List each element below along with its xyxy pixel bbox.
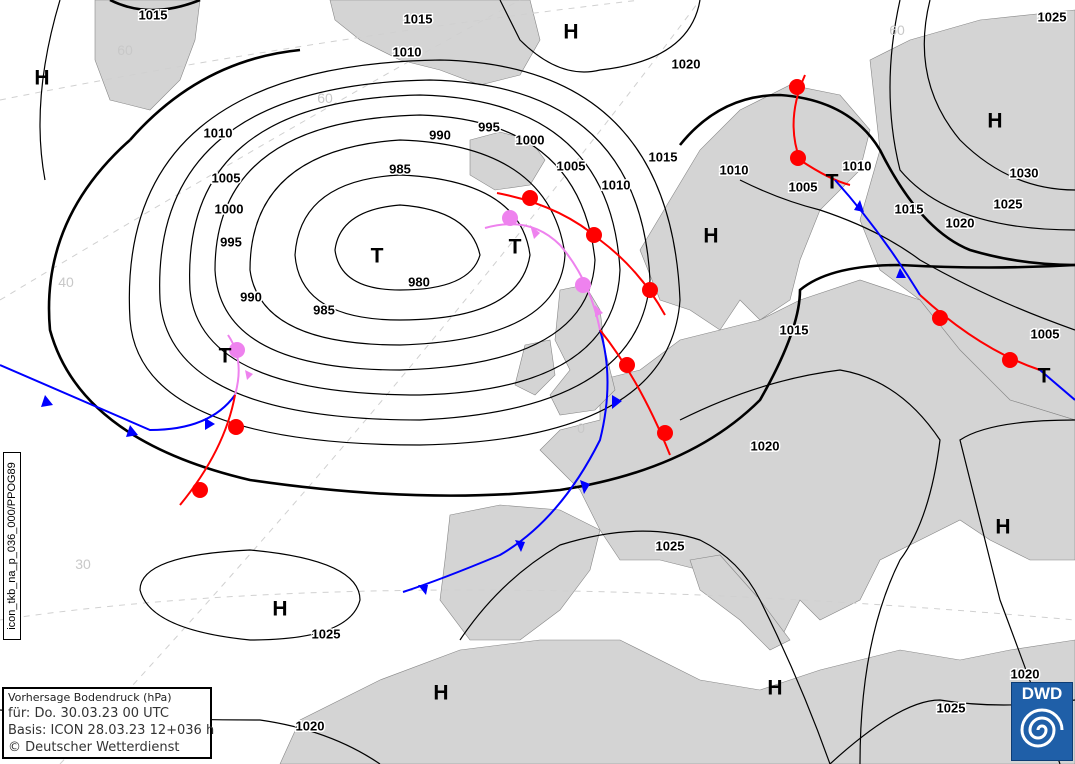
isobar-label: 1020 (296, 718, 325, 733)
isobar-label: 1020 (946, 215, 975, 230)
product-id: icon_tkb_na_p_036_000/PPOG89 (6, 462, 18, 630)
cold-front-far-east (1039, 369, 1075, 401)
isobar-label: 995 (220, 234, 242, 249)
isobar-label: 985 (389, 161, 411, 176)
isobar-label: 1010 (720, 162, 749, 177)
isobar-label: 980 (408, 274, 430, 289)
pressure-center: T (1038, 365, 1051, 388)
cold-front-east (834, 179, 921, 296)
pressure-center: H (34, 67, 49, 90)
valid-time: für: Do. 30.03.23 00 UTC (8, 706, 169, 721)
model-basis: Basis: ICON 28.03.23 12+036 h (8, 723, 215, 738)
latitude-label: 60 (117, 42, 133, 58)
isobar-label: 1005 (212, 170, 241, 185)
isobar-label: 1010 (393, 44, 422, 59)
isobar-label: 1000 (215, 201, 244, 216)
cold-front-atlantic (0, 364, 236, 432)
ireland (514, 339, 556, 396)
product-id-box: icon_tkb_na_p_036_000/PPOG89 (3, 452, 21, 640)
pressure-center: T (219, 345, 232, 368)
isobar-label: 1020 (751, 438, 780, 453)
isobar-label: 1000 (516, 132, 545, 147)
isobar-label: 990 (240, 289, 262, 304)
isobar-label: 990 (429, 127, 451, 142)
swirl-icon (1020, 708, 1064, 748)
info-box: Vorhersage Bodendruck (hPa) für: Do. 30.… (2, 687, 215, 759)
isobar-label: 1025 (994, 196, 1023, 211)
isobar-label: 1025 (312, 626, 341, 641)
pressure-center: T (826, 171, 839, 194)
africa (279, 639, 1075, 764)
greenland-west (94, 0, 201, 111)
isobar-label: 1015 (780, 322, 809, 337)
occlusion-atlantic (227, 334, 240, 396)
front-symbols (41, 79, 1018, 595)
isobar-label: 1020 (1011, 666, 1040, 681)
dwd-logo: DWD (1011, 682, 1073, 761)
isobar-label: 985 (313, 302, 335, 317)
cold-front-uk (402, 329, 609, 593)
latitude-label: 60 (889, 22, 905, 38)
logo-text: DWD (1021, 684, 1063, 703)
isobar-label: 1015 (649, 149, 678, 164)
isobar-label: 1005 (557, 158, 586, 173)
greenland (329, 0, 541, 86)
isobar-label: 1010 (602, 177, 631, 192)
isobar-label: 1015 (404, 11, 433, 26)
warm-front-east-2 (919, 294, 1041, 371)
pressure-center: H (272, 598, 287, 621)
isobar-label: 1010 (843, 158, 872, 173)
latitude-label: 0 (577, 420, 585, 436)
europe-mainland (539, 279, 1075, 641)
pressure-center: H (767, 677, 782, 700)
pressure-center: T (371, 245, 384, 268)
pressure-center: H (987, 110, 1002, 133)
latitude-label: 30 (75, 556, 91, 572)
pressure-center: H (703, 225, 718, 248)
latitude-label: 60 (317, 90, 333, 106)
isobar-label: 1025 (937, 700, 966, 715)
info-title: Vorhersage Bodendruck (hPa) (8, 691, 172, 704)
isobar-label: 1025 (656, 538, 685, 553)
iceland (469, 131, 546, 191)
isobar-label: 1025 (1038, 9, 1067, 24)
pressure-centers: H H H T T H T T T H H H H (34, 21, 1050, 705)
pressure-center: H (995, 516, 1010, 539)
isobars-1015 (47, 0, 1075, 497)
isobar-label: 1030 (1010, 165, 1039, 180)
isobar-label: 1010 (204, 125, 233, 140)
latitude-label: 40 (58, 274, 74, 290)
isobar-label: 1015 (895, 201, 924, 216)
pressure-center: H (433, 682, 448, 705)
isobar-label: 995 (478, 119, 500, 134)
isobar-label: 1015 (139, 7, 168, 22)
isobar-label: 1005 (789, 179, 818, 194)
pressure-center: H (563, 21, 578, 44)
isobar-labels: 1015 1015 1010 1025 1020 1010 990 995 1000 1005 98… (137, 6, 1068, 735)
isobar-label: 1005 (1031, 326, 1060, 341)
latitude-labels: 60 60 40 30 0 60 (58, 22, 905, 572)
copyright: © Deutscher Wetterdienst (8, 740, 180, 755)
pressure-center: T (509, 236, 522, 259)
warm-front-atlantic (179, 394, 236, 506)
isobar-label: 1020 (672, 56, 701, 71)
